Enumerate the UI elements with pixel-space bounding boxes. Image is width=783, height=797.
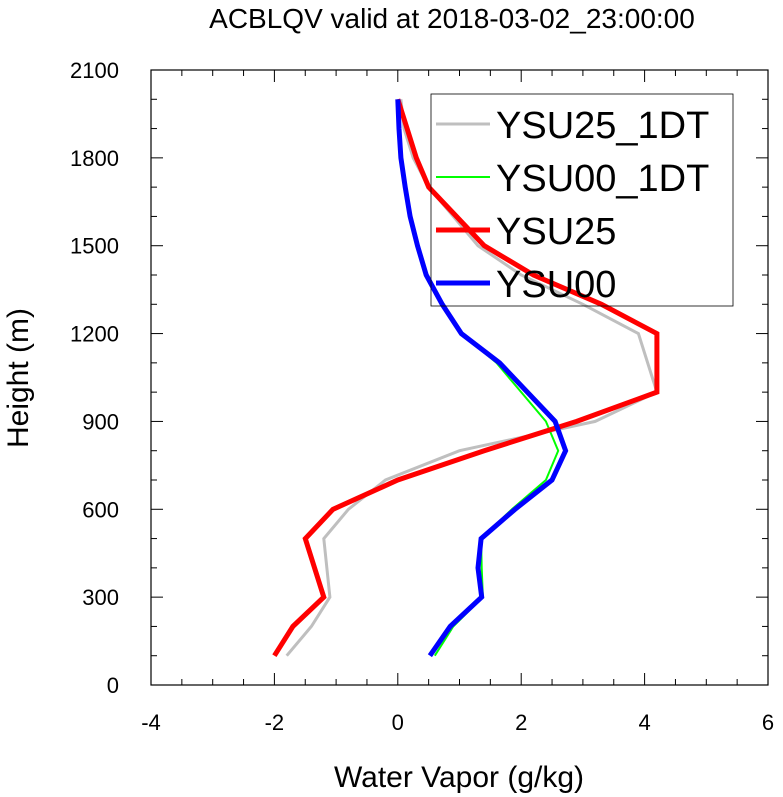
y-tick-label: 0: [107, 673, 119, 698]
chart-title: ACBLQV valid at 2018-03-02_23:00:00: [209, 3, 695, 34]
series-layer: [272, 98, 660, 658]
x-tick-label: 2: [515, 710, 527, 735]
y-tick-label: 300: [82, 585, 119, 610]
axes: -4 -2 0 2 4 6 0 300 600 900 1200 1500 1800 2100: [70, 58, 774, 735]
legend-label: YSU00_1DT: [496, 158, 709, 200]
x-tick-label: 0: [392, 710, 404, 735]
legend: YSU25_1DT YSU00_1DT YSU25 YSU00: [430, 93, 734, 307]
y-tick-label: 900: [82, 409, 119, 434]
series-line-ysu25: [272, 98, 660, 658]
x-tick-label: 6: [762, 710, 774, 735]
x-tick-label: -2: [265, 710, 285, 735]
x-tick-label: -4: [141, 710, 161, 735]
series-line-ysu00: [395, 99, 569, 658]
legend-label: YSU25: [496, 211, 616, 253]
y-tick-label: 600: [82, 497, 119, 522]
y-tick-label: 2100: [70, 58, 119, 83]
y-tick-label: 1800: [70, 146, 119, 171]
legend-box: [430, 93, 734, 307]
x-axis-label: Water Vapor (g/kg): [334, 761, 584, 794]
x-tick-label: 4: [638, 710, 650, 735]
y-tick-label: 1500: [70, 234, 119, 259]
legend-label: YSU25_1DT: [496, 105, 709, 147]
y-tick-label: 1200: [70, 322, 119, 347]
y-axis-label: Height (m): [2, 308, 35, 448]
legend-label: YSU00: [496, 264, 616, 306]
